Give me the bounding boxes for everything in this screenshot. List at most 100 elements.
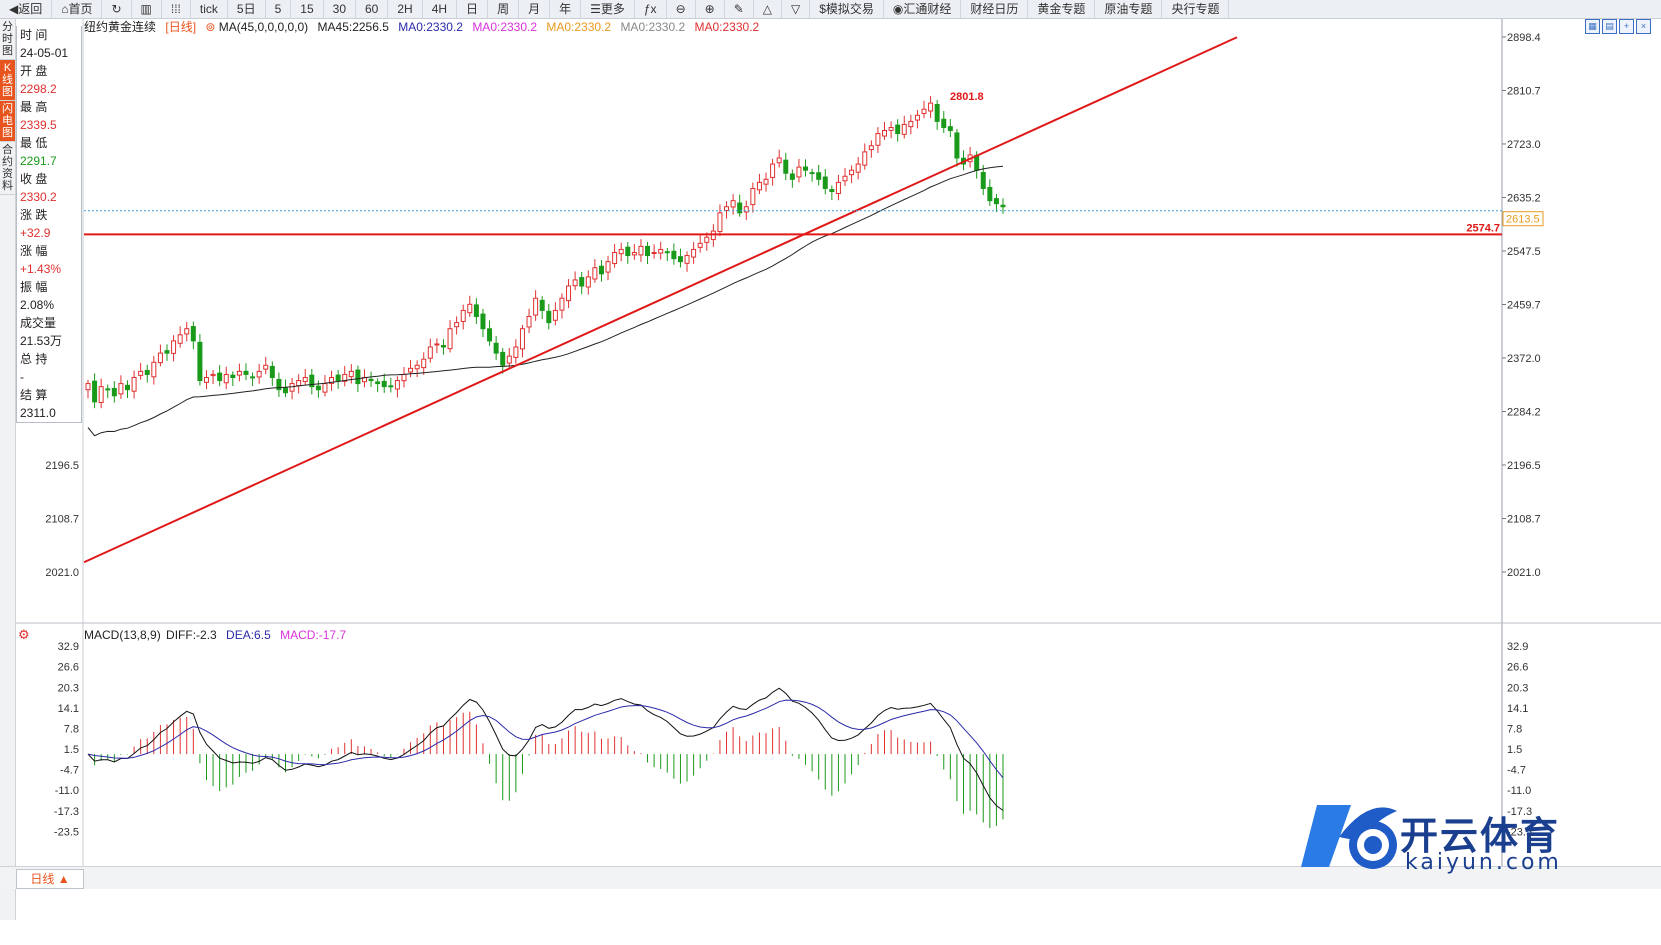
tab-kline[interactable]: K线图	[0, 60, 15, 101]
macd-settings-icon[interactable]: ⚙	[18, 627, 30, 642]
toolbar-item-2[interactable]: ↻	[102, 0, 132, 18]
tab-contract-info[interactable]: 合约资料	[0, 142, 15, 195]
candle-body	[487, 328, 493, 342]
high-label: 最 高	[20, 100, 48, 114]
candle-body	[138, 370, 144, 376]
toolbar-item-4[interactable]: ⁞⁞⁞	[162, 0, 191, 18]
settle-value: 2311.0	[20, 406, 56, 420]
ma45-line	[87, 165, 1004, 437]
candle-body	[493, 342, 499, 354]
candle-body	[737, 202, 743, 214]
macd-tick-label: -11.0	[1507, 785, 1531, 797]
candle-body	[414, 364, 420, 370]
candle-body	[895, 124, 901, 135]
instrument-name: 纽约黄金连续	[84, 20, 157, 34]
candle-body	[440, 345, 446, 348]
toolbar-item-9[interactable]: 30	[324, 0, 356, 18]
toolbar-item-29[interactable]: 央行专题	[1162, 0, 1230, 18]
candle-body	[612, 251, 618, 265]
toolbar-item-11[interactable]: 2H	[388, 0, 423, 18]
toolbar-item-16[interactable]: 年	[550, 0, 582, 18]
candle-body	[618, 248, 624, 255]
candle-body	[704, 236, 710, 243]
open-label: 开 盘	[20, 64, 48, 78]
grid-icon[interactable]: ▦	[1585, 19, 1600, 34]
candle-body	[947, 126, 953, 132]
candle-body	[447, 328, 453, 350]
toolbar-item-24[interactable]: $模拟交易	[810, 0, 884, 18]
candle-body	[394, 380, 400, 390]
candle-body	[816, 172, 822, 180]
candle-body	[203, 376, 209, 383]
candle-body	[796, 166, 802, 178]
candle-body	[526, 316, 532, 328]
candle-body	[717, 212, 723, 233]
candle-body	[750, 187, 756, 206]
toolbar-item-28[interactable]: 原油专题	[1095, 0, 1163, 18]
amplitude-value: 2.08%	[20, 298, 55, 312]
candle-body	[783, 159, 789, 174]
close-icon[interactable]: ×	[1636, 19, 1651, 34]
price-tick-label: 2372.0	[1507, 353, 1541, 365]
candle-body	[98, 386, 104, 404]
toolbar-item-18[interactable]: ƒx	[635, 0, 667, 18]
price-tick-label: 2547.5	[1507, 246, 1541, 258]
tab-timeshare[interactable]: 分时图	[0, 19, 15, 60]
layout-icon[interactable]: ▤	[1602, 19, 1617, 34]
candle-body	[118, 383, 124, 395]
time-value: 24-05-01	[20, 46, 69, 60]
candle-body	[908, 120, 914, 128]
toolbar-item-12[interactable]: 4H	[423, 0, 458, 18]
settings-icon[interactable]: ⊚	[205, 20, 216, 34]
toolbar-item-10[interactable]: 60	[356, 0, 389, 18]
macd-tick-label: 32.9	[1507, 641, 1528, 653]
candle-body	[388, 385, 394, 388]
candle-body	[111, 387, 117, 397]
candle-body	[92, 380, 98, 403]
toolbar-item-23[interactable]: ▽	[782, 0, 811, 18]
toolbar-item-7[interactable]: 5	[266, 0, 292, 18]
toolbar-item-14[interactable]: 周	[488, 0, 520, 18]
chart-window-buttons: ▦ ▤ + ×	[1585, 19, 1651, 34]
toolbar-item-6[interactable]: 5日	[228, 0, 266, 18]
toolbar-item-27[interactable]: 黄金专题	[1028, 0, 1096, 18]
low-value: 2291.7	[20, 154, 57, 168]
macd-left-tick-label: -23.5	[54, 826, 79, 838]
candle-body	[124, 384, 130, 391]
candle-body	[539, 299, 545, 311]
toolbar-item-20[interactable]: ⊕	[696, 0, 725, 18]
toolbar-item-21[interactable]: ✎	[725, 0, 754, 18]
candle-body	[329, 376, 335, 384]
candle-body	[835, 181, 841, 195]
ohlc-info-panel: 时 间 24-05-01 开 盘 2298.2 最 高 2339.5 最 低 2…	[16, 26, 82, 423]
toolbar-item-1[interactable]: ⌂首页	[52, 0, 103, 18]
toolbar-item-26[interactable]: 财经日历	[961, 0, 1029, 18]
toolbar-item-13[interactable]: 日	[457, 0, 489, 18]
period-label[interactable]: [日线]	[165, 20, 197, 34]
toolbar-item-3[interactable]: ▥	[132, 0, 162, 18]
candle-body	[454, 322, 460, 328]
zoom-in-icon[interactable]: +	[1619, 19, 1634, 34]
toolbar-item-25[interactable]: ◉汇通财经	[884, 0, 962, 18]
ma0-value-3: MA0:2330.2	[546, 20, 612, 34]
candle-body	[302, 376, 308, 383]
ma0-value-5: MA0:2330.2	[694, 20, 760, 34]
close-label: 收 盘	[20, 172, 48, 186]
toolbar-item-17[interactable]: ☰更多	[581, 0, 635, 18]
period-selector-button[interactable]: 日线 ▲	[16, 869, 84, 889]
toolbar-item-8[interactable]: 15	[291, 0, 324, 18]
price-tick-label: 2723.0	[1507, 139, 1541, 151]
toolbar-item-22[interactable]: △	[754, 0, 782, 18]
candle-body	[236, 370, 242, 376]
toolbar-item-0[interactable]: ◀返回	[0, 0, 53, 18]
high-value: 2339.5	[20, 118, 57, 132]
low-label: 最 低	[20, 136, 48, 150]
toolbar-item-15[interactable]: 月	[519, 0, 551, 18]
ma0-value-4: MA0:2330.2	[620, 20, 686, 34]
toolbar-item-19[interactable]: ⊖	[667, 0, 696, 18]
toolbar-item-5[interactable]: tick	[191, 0, 228, 18]
macd-title[interactable]: MACD(13,8,9)	[84, 628, 161, 642]
candle-body	[730, 200, 736, 208]
tab-lightning[interactable]: 闪电图	[0, 101, 15, 142]
